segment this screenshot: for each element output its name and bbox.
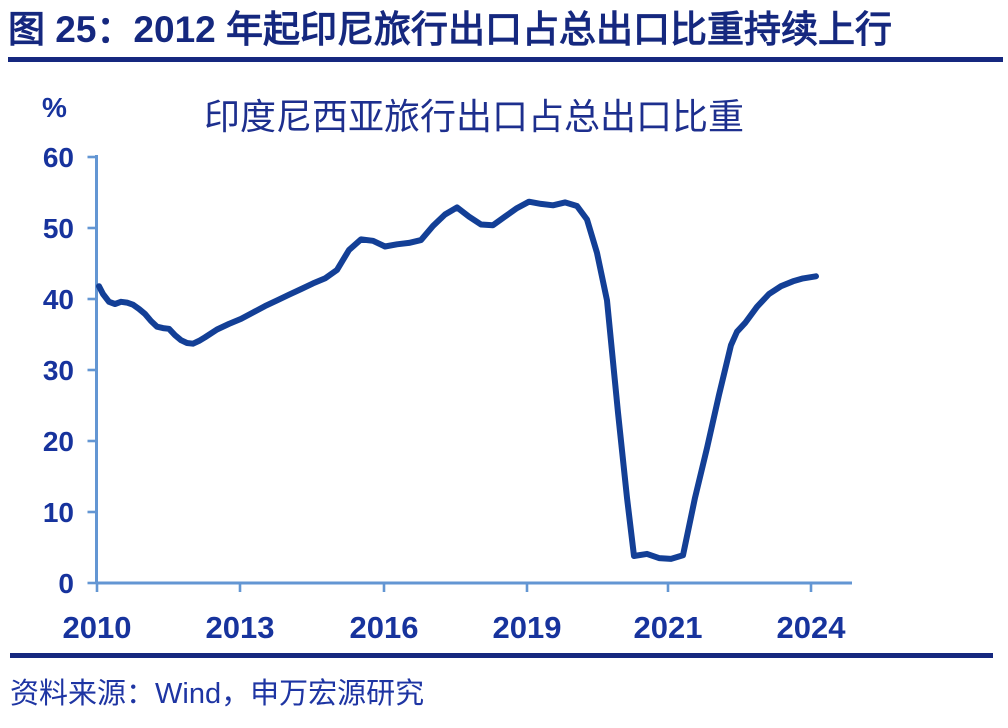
chart-title: 印度尼西亚旅行出口占总出口比重 [203,96,744,137]
source-text: 资料来源：Wind，申万宏源研究 [10,678,425,710]
travel-export-share-line [96,198,819,562]
x-tick-label: 2019 [493,610,562,645]
y-tick-label: 0 [58,568,74,599]
y-tick-label: 30 [43,355,74,386]
y-tick-label: 20 [43,426,74,457]
y-tick-label: 40 [43,284,74,315]
figure-title: 图 25：2012 年起印尼旅行出口占总出口比重持续上行 [8,9,893,50]
title-underline [8,57,1003,62]
x-tick-label: 2021 [634,610,703,645]
x-tick-label: 2016 [350,610,419,645]
y-tick-label: 60 [43,142,74,173]
y-tick-label: 10 [43,497,74,528]
x-tick-label: 2010 [63,610,132,645]
y-tick-label: 50 [43,213,74,244]
figure-bottom-rule [10,653,993,658]
y-axis-unit-label: % [42,92,67,123]
x-tick-label: 2013 [206,610,275,645]
x-tick-label: 2024 [777,610,847,645]
